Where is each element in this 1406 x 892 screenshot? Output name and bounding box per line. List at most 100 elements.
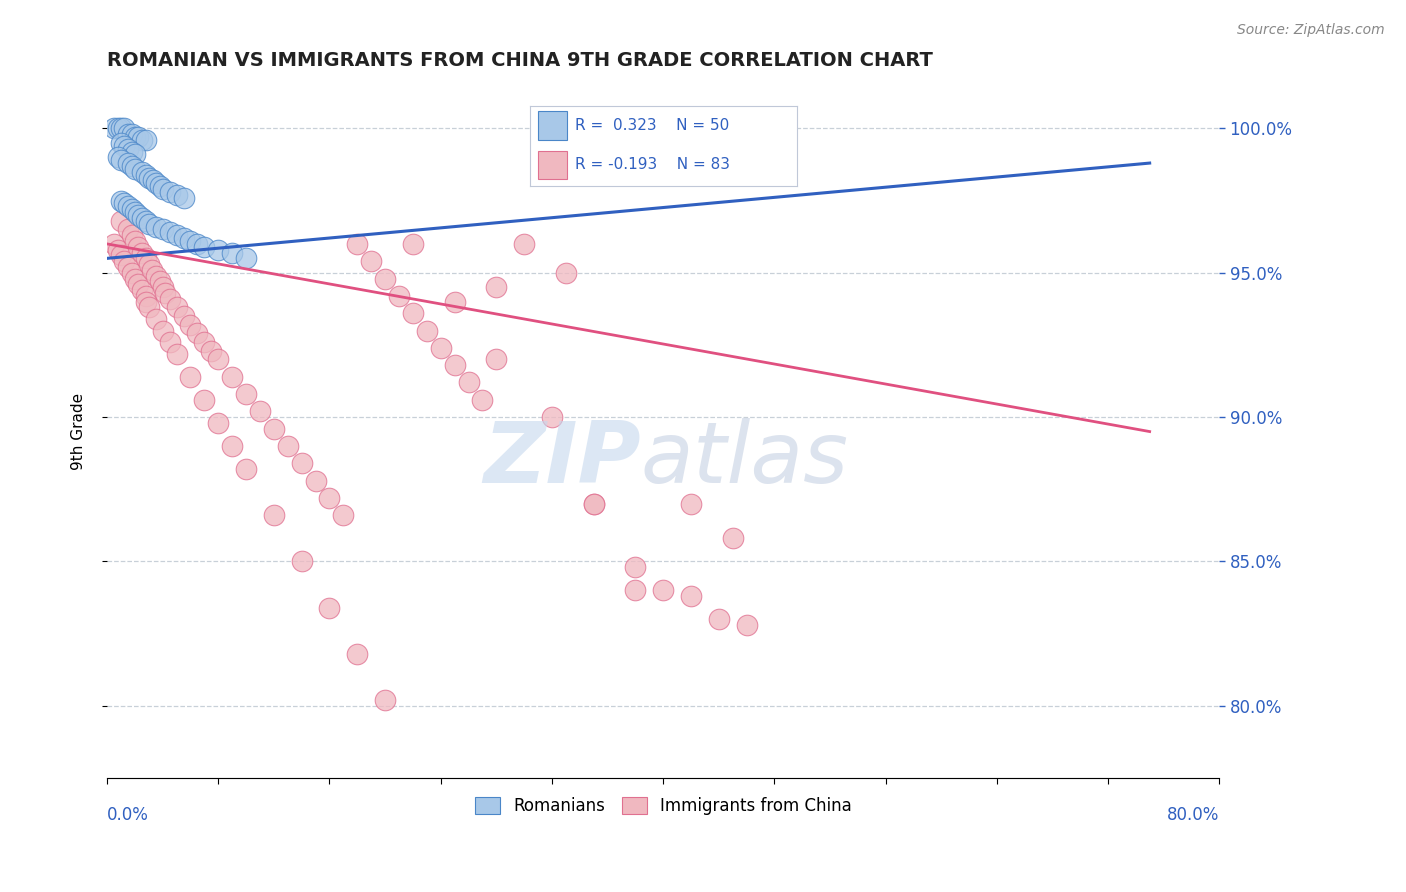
- Point: [159, 225, 181, 239]
- Point: [554, 266, 576, 280]
- Point: [735, 618, 758, 632]
- Point: [173, 309, 195, 323]
- Text: ROMANIAN VS IMMIGRANTS FROM CHINA 9TH GRADE CORRELATION CHART: ROMANIAN VS IMMIGRANTS FROM CHINA 9TH GR…: [107, 51, 934, 70]
- Point: [127, 277, 149, 292]
- Point: [652, 583, 675, 598]
- Point: [179, 369, 201, 384]
- Point: [173, 191, 195, 205]
- Point: [131, 283, 153, 297]
- Point: [138, 217, 160, 231]
- Point: [135, 289, 157, 303]
- Point: [235, 462, 257, 476]
- Point: [127, 240, 149, 254]
- Point: [110, 136, 132, 150]
- Point: [135, 214, 157, 228]
- Point: [117, 127, 139, 141]
- Text: atlas: atlas: [641, 417, 849, 500]
- Point: [471, 392, 494, 407]
- Point: [582, 497, 605, 511]
- Point: [624, 583, 647, 598]
- Point: [117, 260, 139, 274]
- Point: [346, 236, 368, 251]
- Point: [485, 352, 508, 367]
- Point: [173, 231, 195, 245]
- Point: [117, 156, 139, 170]
- Point: [127, 130, 149, 145]
- Point: [135, 294, 157, 309]
- Point: [159, 334, 181, 349]
- Point: [346, 647, 368, 661]
- Point: [193, 240, 215, 254]
- Point: [135, 252, 157, 266]
- Point: [166, 301, 188, 315]
- Point: [221, 439, 243, 453]
- Point: [127, 208, 149, 222]
- Point: [582, 497, 605, 511]
- Point: [152, 324, 174, 338]
- Point: [159, 185, 181, 199]
- Legend: Romanians, Immigrants from China: Romanians, Immigrants from China: [468, 790, 858, 822]
- Point: [679, 589, 702, 603]
- Point: [624, 560, 647, 574]
- Point: [159, 292, 181, 306]
- Point: [263, 422, 285, 436]
- Point: [207, 416, 229, 430]
- Point: [221, 369, 243, 384]
- Text: 0.0%: 0.0%: [107, 805, 149, 823]
- Point: [707, 612, 730, 626]
- Point: [291, 456, 314, 470]
- Point: [138, 301, 160, 315]
- Point: [152, 280, 174, 294]
- Point: [145, 312, 167, 326]
- Point: [121, 127, 143, 141]
- Point: [110, 194, 132, 208]
- Point: [117, 222, 139, 236]
- Point: [360, 254, 382, 268]
- Point: [112, 121, 135, 136]
- Point: [124, 130, 146, 145]
- Point: [513, 236, 536, 251]
- Point: [374, 271, 396, 285]
- Point: [304, 474, 326, 488]
- Point: [200, 343, 222, 358]
- Point: [155, 285, 177, 300]
- Point: [141, 263, 163, 277]
- Point: [152, 182, 174, 196]
- Point: [207, 352, 229, 367]
- Point: [110, 248, 132, 262]
- Point: [152, 222, 174, 236]
- Point: [443, 294, 465, 309]
- Point: [207, 243, 229, 257]
- Point: [112, 196, 135, 211]
- Point: [429, 341, 451, 355]
- Point: [402, 236, 425, 251]
- Point: [103, 121, 125, 136]
- Point: [332, 508, 354, 523]
- Point: [124, 205, 146, 219]
- Point: [135, 133, 157, 147]
- Point: [186, 236, 208, 251]
- Text: ZIP: ZIP: [484, 417, 641, 500]
- Point: [138, 170, 160, 185]
- Point: [117, 199, 139, 213]
- Point: [138, 257, 160, 271]
- Point: [166, 187, 188, 202]
- Point: [110, 121, 132, 136]
- Point: [124, 271, 146, 285]
- Point: [277, 439, 299, 453]
- Point: [112, 138, 135, 153]
- Point: [131, 211, 153, 225]
- Text: 80.0%: 80.0%: [1167, 805, 1219, 823]
- Point: [145, 219, 167, 234]
- Point: [221, 245, 243, 260]
- Point: [121, 202, 143, 217]
- Point: [235, 252, 257, 266]
- Point: [193, 392, 215, 407]
- Point: [124, 147, 146, 161]
- Point: [117, 142, 139, 156]
- Point: [457, 376, 479, 390]
- Point: [107, 243, 129, 257]
- Point: [110, 153, 132, 168]
- Point: [121, 266, 143, 280]
- Point: [318, 600, 340, 615]
